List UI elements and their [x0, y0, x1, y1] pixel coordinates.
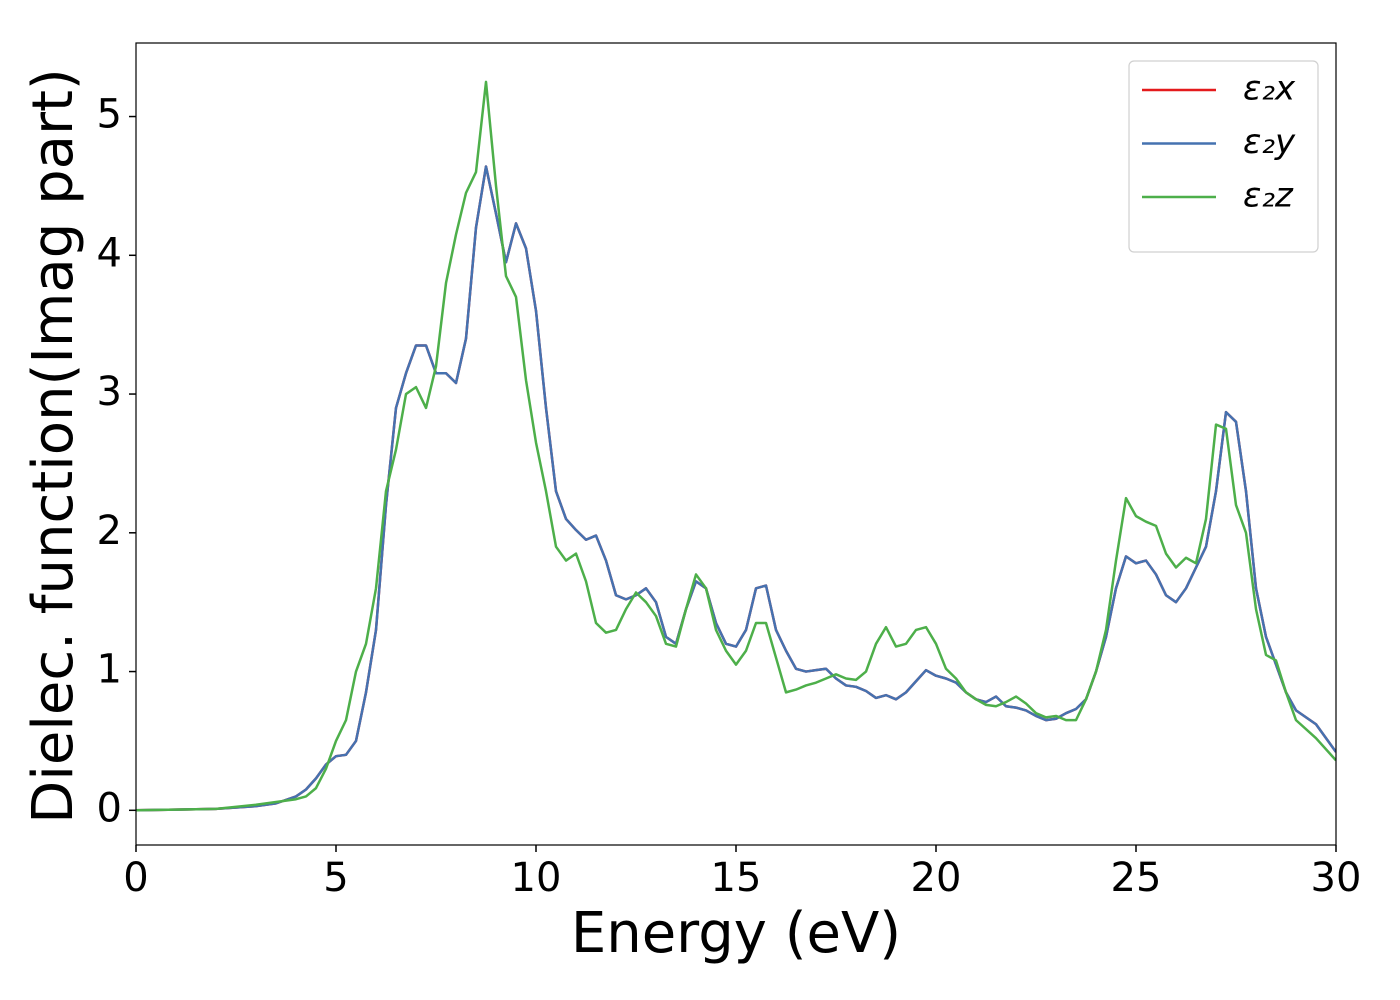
x-tick-label: 25	[1111, 855, 1162, 901]
x-tick-label: 30	[1311, 855, 1362, 901]
line-series	[136, 80, 1336, 812]
line-series	[136, 165, 1336, 812]
x-tick-label: 15	[711, 855, 762, 901]
legend-label: ε₂x	[1243, 69, 1296, 109]
x-tick-label: 10	[511, 855, 562, 901]
y-tick-label: 3	[97, 369, 122, 415]
legend-label: ε₂y	[1243, 122, 1296, 162]
y-tick-label: 2	[97, 508, 122, 554]
legend-box	[1128, 60, 1319, 253]
y-tick-label: 5	[97, 92, 122, 138]
x-axis-label: Energy (eV)	[571, 901, 901, 966]
x-tick-label: 0	[123, 855, 148, 901]
y-tick-label: 0	[97, 785, 122, 831]
y-tick-label: 1	[97, 647, 122, 693]
legend-label: ε₂z	[1243, 176, 1294, 216]
x-tick-label: 5	[323, 855, 348, 901]
x-tick-label: 20	[911, 855, 962, 901]
y-axis-label: Dielec. function(Imag part)	[21, 68, 86, 824]
plot-frame	[135, 42, 1337, 846]
y-tick-label: 4	[97, 230, 122, 276]
line-series	[136, 165, 1336, 812]
